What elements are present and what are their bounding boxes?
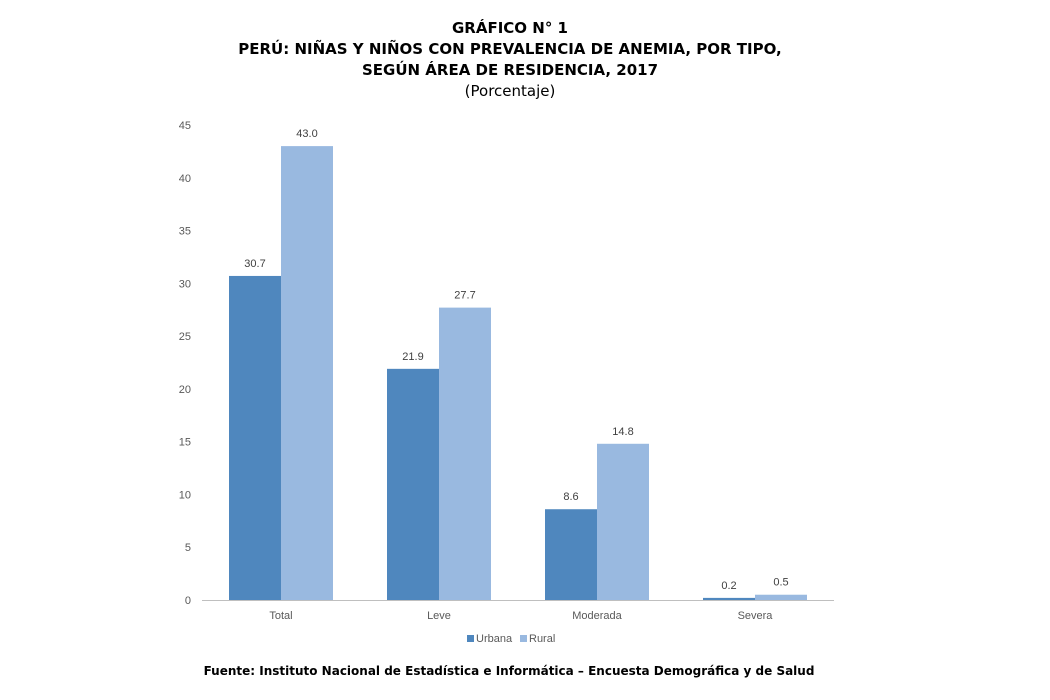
- y-tick-label: 5: [185, 542, 191, 554]
- x-axis: Total Leve Moderada Severa: [202, 600, 834, 622]
- legend-label-urbana: Urbana: [476, 633, 513, 645]
- bar-rural-total: [281, 146, 333, 600]
- bar-rural-moderada: [597, 443, 649, 600]
- legend-swatch-rural: [520, 635, 527, 642]
- data-label: 27.7: [454, 290, 475, 302]
- y-tick-label: 35: [179, 226, 191, 238]
- bar-urbana-severa: [703, 597, 755, 600]
- data-label: 0.5: [773, 577, 788, 589]
- y-tick-label: 15: [179, 437, 191, 449]
- data-label: 30.7: [244, 258, 265, 270]
- y-tick-label: 30: [179, 278, 191, 290]
- data-label: 21.9: [402, 351, 423, 363]
- y-tick-label: 40: [179, 173, 191, 185]
- chart-title: GRÁFICO N° 1 PERÚ: NIÑAS Y NIÑOS CON PRE…: [0, 18, 1020, 102]
- x-tick-label: Leve: [427, 610, 451, 622]
- data-label: 43.0: [296, 128, 317, 140]
- data-label: 8.6: [563, 491, 578, 503]
- bar-chart: 0 5 10 15 20 25 30 35 40 45 30.7 21.9 8.6 0.2 43.0 27.…: [179, 120, 834, 645]
- bar-group: [229, 146, 807, 600]
- value-label-group: 30.7 21.9 8.6 0.2 43.0 27.7 14.8 0.5: [244, 128, 788, 592]
- y-tick-label: 25: [179, 331, 191, 343]
- x-tick-label: Total: [269, 610, 292, 622]
- data-label: 0.2: [721, 580, 736, 592]
- legend: Urbana Rural: [467, 633, 555, 645]
- bar-urbana-leve: [387, 368, 439, 600]
- chart-subtitle: (Porcentaje): [464, 82, 556, 100]
- bar-urbana-total: [229, 275, 281, 600]
- chart-title-line-2: PERÚ: NIÑAS Y NIÑOS CON PREVALENCIA DE A…: [238, 40, 782, 58]
- legend-swatch-urbana: [467, 635, 474, 642]
- y-axis: 0 5 10 15 20 25 30 35 40 45: [179, 120, 191, 607]
- y-tick-label: 20: [179, 384, 191, 396]
- legend-label-rural: Rural: [529, 633, 555, 645]
- chart-title-line-3: SEGÚN ÁREA DE RESIDENCIA, 2017: [361, 61, 659, 79]
- bar-urbana-moderada: [545, 509, 597, 600]
- x-tick-label: Severa: [738, 610, 774, 622]
- y-tick-label: 45: [179, 120, 191, 132]
- y-tick-label: 0: [185, 595, 191, 607]
- source-note: Fuente: Instituto Nacional de Estadístic…: [203, 664, 815, 678]
- data-label: 14.8: [612, 426, 633, 438]
- chart-title-line-1: GRÁFICO N° 1: [452, 19, 568, 37]
- bar-rural-leve: [439, 307, 491, 600]
- bar-rural-severa: [755, 594, 807, 600]
- x-tick-label: Moderada: [572, 610, 622, 622]
- y-tick-label: 10: [179, 489, 191, 501]
